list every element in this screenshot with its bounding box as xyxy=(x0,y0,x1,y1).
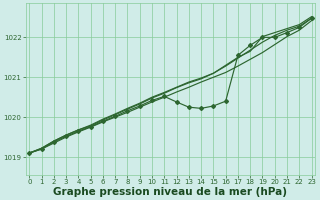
X-axis label: Graphe pression niveau de la mer (hPa): Graphe pression niveau de la mer (hPa) xyxy=(53,187,287,197)
